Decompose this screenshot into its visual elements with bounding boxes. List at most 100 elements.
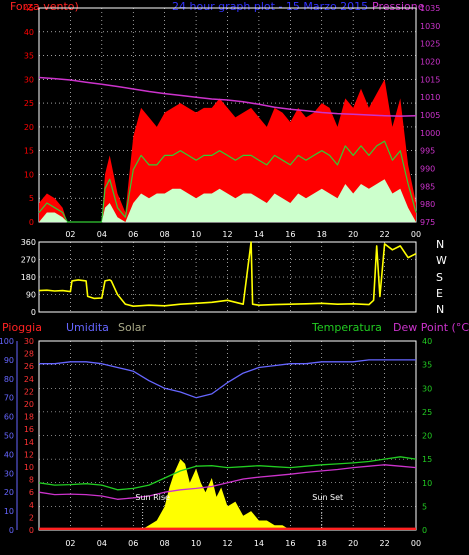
compass-e: E	[436, 287, 443, 300]
temperature-y-tick-label: 40	[422, 337, 432, 346]
p1-x-tick-label: 04	[97, 230, 107, 239]
wind-y-tick-label: 5	[29, 194, 34, 203]
humidity-y-tick-label: 50	[4, 432, 14, 441]
p1-x-tick-label: 08	[160, 230, 170, 239]
wind-y-tick-label: 0	[29, 218, 34, 227]
rain-y-tick-label: 0	[29, 526, 34, 535]
humidity-y-tick-label: 90	[4, 356, 14, 365]
pressure-series	[38, 76, 417, 117]
p1-x-tick-label: 16	[285, 230, 295, 239]
solar-legend-label: Solar	[118, 321, 147, 334]
temperature-y-tick-label: 15	[422, 455, 432, 464]
wind-y-tick-label: 20	[24, 123, 34, 132]
pressure-y-tick-label: 975	[420, 218, 435, 227]
wind-y-tick-label: 35	[24, 52, 34, 61]
rain-y-tick-label: 30	[24, 337, 34, 346]
pressure-y-tick-label: 1035	[420, 4, 440, 13]
rain-y-tick-label: 28	[24, 350, 34, 359]
rain-series	[39, 527, 416, 530]
temperature-y-tick-label: 10	[422, 479, 432, 488]
p3-x-tick-label: 02	[65, 539, 75, 548]
wind-axis-title: Forza vento)	[10, 0, 79, 13]
pressure-y-tick-label: 990	[420, 165, 435, 174]
p3-x-tick-label: 14	[254, 539, 264, 548]
humidity-y-tick-label: 100	[0, 337, 14, 346]
rain-y-tick-label: 4	[29, 501, 34, 510]
p1-x-tick-label: 06	[128, 230, 138, 239]
pressure-y-tick-label: 1000	[420, 129, 440, 138]
p1-x-tick-label: 18	[317, 230, 327, 239]
compass-n-bottom: N	[436, 303, 444, 316]
rain-y-tick-label: 14	[24, 438, 34, 447]
wind-y-tick-label: 25	[24, 99, 34, 108]
p3-x-tick-label: 06	[128, 539, 138, 548]
compass-w: W	[436, 254, 447, 267]
direction-y-tick-label: 270	[21, 256, 36, 265]
rain-y-tick-label: 10	[24, 463, 34, 472]
p3-x-tick-label: 20	[348, 539, 358, 548]
rain-y-tick-label: 8	[29, 476, 34, 485]
pressure-y-tick-label: 1030	[420, 22, 440, 31]
humidity-y-tick-label: 10	[4, 507, 14, 516]
p1-x-tick-label: 00	[411, 230, 421, 239]
pressure-y-tick-label: 1005	[420, 111, 440, 120]
p3-x-tick-label: 12	[222, 539, 232, 548]
p3-x-tick-label: 18	[317, 539, 327, 548]
humidity-series	[39, 359, 416, 399]
wind-y-tick-label: 30	[24, 75, 34, 84]
compass-s: S	[436, 271, 443, 284]
wind-y-tick-label: 45	[24, 4, 34, 13]
wind-min-series	[39, 179, 416, 222]
p1-x-tick-label: 14	[254, 230, 264, 239]
wind-direction-series	[38, 241, 417, 308]
direction-y-tick-label: 0	[31, 308, 36, 317]
humidity-y-tick-label: 20	[4, 488, 14, 497]
rain-y-tick-label: 12	[24, 450, 34, 459]
rain-y-tick-label: 16	[24, 425, 34, 434]
rain-axis-title: Pioggia	[2, 321, 42, 334]
wind-y-tick-label: 10	[24, 170, 34, 179]
p1-x-tick-label: 20	[348, 230, 358, 239]
temperature-y-tick-label: 25	[422, 408, 432, 417]
compass-n-top: N	[436, 238, 444, 251]
p3-x-tick-label: 00	[411, 539, 421, 548]
wind-avg-series	[38, 140, 417, 223]
pressure-y-tick-label: 1015	[420, 75, 440, 84]
direction-y-tick-label: 360	[21, 238, 36, 247]
pressure-axis-title: Pressione	[372, 0, 425, 13]
dew-point-series	[38, 464, 417, 500]
humidity-y-tick-label: 30	[4, 469, 14, 478]
temperature-y-tick-label: 35	[422, 361, 432, 370]
p3-x-tick-label: 10	[191, 539, 201, 548]
wind-y-tick-label: 40	[24, 28, 34, 37]
wind-y-tick-label: 15	[24, 147, 34, 156]
direction-y-tick-label: 180	[21, 273, 36, 282]
rain-y-tick-label: 24	[24, 375, 34, 384]
humidity-y-tick-label: 80	[4, 375, 14, 384]
temperature-series	[38, 456, 417, 491]
pressure-y-tick-label: 995	[420, 147, 435, 156]
direction-y-tick-label: 90	[26, 291, 36, 300]
temperature-y-tick-label: 30	[422, 384, 432, 393]
pressure-y-tick-label: 980	[420, 200, 435, 209]
p1-x-tick-label: 02	[65, 230, 75, 239]
temperature-y-tick-label: 0	[422, 526, 427, 535]
p1-x-tick-label: 10	[191, 230, 201, 239]
temperature-axis-title: Temperatura	[311, 321, 382, 334]
pressure-y-tick-label: 1020	[420, 58, 440, 67]
wind-gust-series	[39, 79, 416, 222]
wind-direction-panel: 0 90 180 270 360	[21, 238, 417, 317]
rain-y-tick-label: 18	[24, 413, 34, 422]
p3-x-tick-label: 08	[160, 539, 170, 548]
rain-y-tick-label: 26	[24, 362, 34, 371]
pressure-y-tick-label: 1025	[420, 40, 440, 49]
humidity-y-tick-label: 0	[9, 526, 14, 535]
humidity-y-tick-label: 40	[4, 450, 14, 459]
rain-y-tick-label: 2	[29, 513, 34, 522]
pressure-y-tick-label: 985	[420, 182, 435, 191]
rain-y-tick-label: 22	[24, 387, 34, 396]
p3-x-tick-label: 04	[97, 539, 107, 548]
p1-x-tick-label: 12	[222, 230, 232, 239]
humidity-y-tick-label: 60	[4, 413, 14, 422]
